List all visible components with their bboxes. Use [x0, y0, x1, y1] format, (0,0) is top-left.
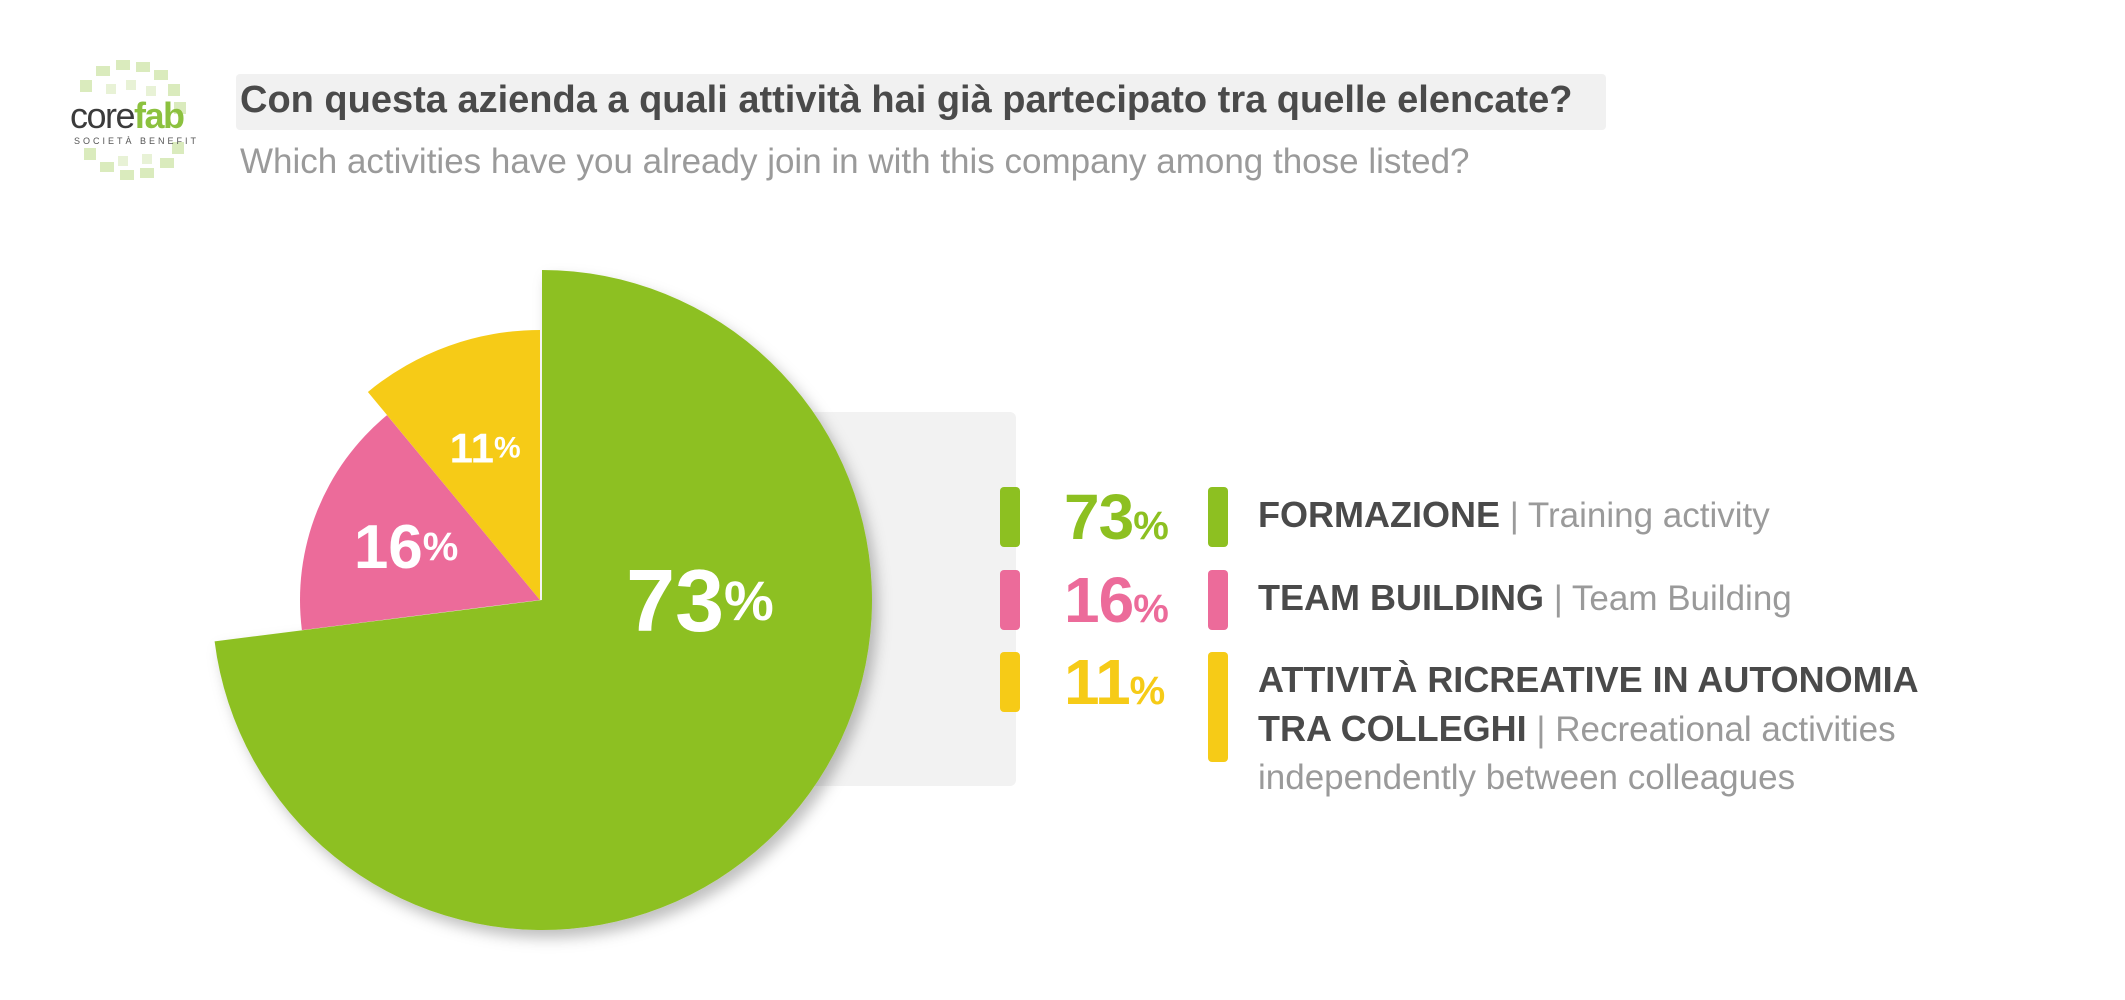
- slice-attivita-ricreative: [367, 330, 540, 600]
- logo-wordmark: corefab: [70, 95, 185, 136]
- legend-label: TEAM BUILDING | Team Building: [1258, 577, 1792, 618]
- legend-label: ATTIVITÀ RICREATIVE IN AUTONOMIA TRA COL…: [1258, 659, 1918, 797]
- legend-percentage: 16%: [1064, 564, 1169, 636]
- logo-text-fab: fab: [134, 95, 185, 136]
- legend-label-swatch: [1208, 652, 1228, 762]
- legend-swatch: [1000, 652, 1020, 712]
- logo-gear-icon: [80, 60, 186, 180]
- legend-label: FORMAZIONE | Training activity: [1258, 494, 1770, 535]
- title-highlight: [236, 74, 1606, 130]
- page-subtitle: Which activities have you already join i…: [240, 142, 1470, 181]
- legend-label-swatch: [1208, 487, 1228, 547]
- slice-label-attivita-ricreative: 11%: [450, 424, 521, 471]
- logo-text-core: core: [70, 95, 136, 136]
- logo-tagline: SOCIETÀ BENEFIT: [74, 136, 200, 146]
- slice-label-team-building: 16%: [354, 512, 459, 581]
- slice-formazione: [214, 270, 872, 930]
- page-title: Con questa azienda a quali attività hai …: [240, 79, 1573, 121]
- legend-swatch: [1000, 570, 1020, 630]
- legend-label-swatch: [1208, 570, 1228, 630]
- legend-swatch: [1000, 487, 1020, 547]
- legend-percentage: 11%: [1064, 646, 1165, 718]
- legend-percentage: 73%: [1064, 481, 1169, 553]
- corefab-logo: corefab SOCIETÀ BENEFIT: [62, 58, 202, 183]
- slice-team-building: [300, 415, 540, 631]
- slice-label-formazione: 73%: [626, 551, 774, 650]
